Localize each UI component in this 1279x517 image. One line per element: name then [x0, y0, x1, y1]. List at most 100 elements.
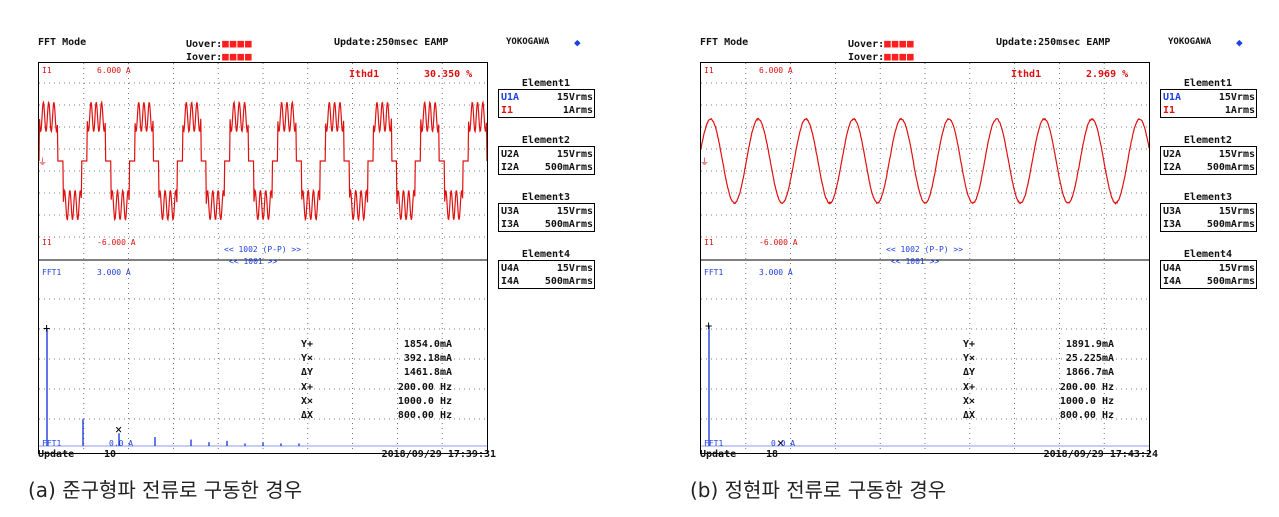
cursor-value: 800.00 Hz: [392, 409, 452, 423]
timestamp: 2018/09/29 17:39:31: [382, 449, 496, 460]
element-group: Element2 U2A 15Vrms I2A 500mArms: [1160, 135, 1256, 192]
cursor-plus-marker: +: [43, 321, 50, 335]
current-channel: I4A: [501, 275, 519, 288]
fft-bottom-label: FFT1: [704, 439, 723, 448]
thd-value: 2.969 %: [1086, 69, 1128, 80]
cursor-name: ΔY: [301, 366, 313, 380]
top-scale: 6.000 A: [759, 66, 793, 75]
thd-value: 30.350 %: [424, 69, 472, 80]
cursor-names: Y+ Y× ΔY X+ X× ΔX: [963, 338, 975, 423]
voltage-range: 15Vrms: [1219, 205, 1255, 218]
cursor-names: Y+ Y× ΔY X+ X× ΔX: [301, 338, 313, 423]
scope-display: + × ⏚ I1 6.000 A Ithd1 30.350 % I1 -6.000 …: [38, 62, 488, 454]
voltage-range: 15Vrms: [1219, 91, 1255, 104]
voltage-channel: U4A: [501, 262, 519, 275]
brand-label: YOKOGAWA: [1168, 37, 1211, 47]
cursor-value: 200.00 Hz: [392, 381, 452, 395]
cursor-value: 392.18mA: [392, 352, 452, 366]
voltage-channel: U1A: [501, 91, 519, 104]
cursor-name: Y×: [301, 352, 313, 366]
fft-scale: 3.000 A: [759, 268, 793, 277]
channel-label-bottom: I1: [704, 238, 714, 247]
voltage-range: 15Vrms: [1219, 148, 1255, 161]
fft-bottom-label: FFT1: [42, 439, 61, 448]
current-channel: I4A: [1163, 275, 1181, 288]
zoom-indicator-2: << 1001 >>: [229, 257, 277, 266]
current-range: 1Arms: [1225, 104, 1255, 117]
element-group: Element4 U4A 15Vrms I4A 500mArms: [498, 249, 594, 306]
panel-sine: FFT Mode Uover:■■■■ Iover:■■■■ Update:25…: [690, 0, 1279, 517]
voltage-range: 15Vrms: [557, 91, 593, 104]
cursor-value: 200.00 Hz: [1054, 381, 1114, 395]
fft-label: FFT1: [704, 268, 723, 277]
current-waveform: [701, 118, 1149, 203]
element-group: Element3 U3A 15Vrms I3A 500mArms: [1160, 192, 1256, 249]
current-waveform: [39, 102, 487, 220]
element-group: Element1 U1A 15Vrms I1 1Arms: [1160, 78, 1256, 135]
element-group: Element3 U3A 15Vrms I3A 500mArms: [498, 192, 594, 249]
element-range-box: U4A 15Vrms I4A 500mArms: [1160, 260, 1257, 289]
update-rate: Update:250msec EAMP: [996, 37, 1110, 48]
voltage-channel: U4A: [1163, 262, 1181, 275]
current-range: 1Arms: [563, 104, 593, 117]
bottom-bar: Update 18 2018/09/29 17:43:24: [700, 448, 1160, 464]
voltage-channel: U1A: [1163, 91, 1181, 104]
cursor-plus-marker: +: [705, 319, 712, 333]
voltage-channel: U2A: [1163, 148, 1181, 161]
uover-indicator: Uover:■■■■: [848, 37, 915, 50]
element-range-box: U4A 15Vrms I4A 500mArms: [498, 260, 595, 289]
current-range: 500mArms: [1207, 275, 1255, 288]
scope-display: + × ⏚ I1 6.000 A Ithd1 2.969 % I1 -6.000 A…: [700, 62, 1150, 454]
cursor-name: X+: [301, 381, 313, 395]
current-range: 500mArms: [545, 275, 593, 288]
element-range-box: U1A 15Vrms I1 1Arms: [1160, 89, 1257, 118]
cursor-values: 1854.0mA 392.18mA 1461.8mA 200.00 Hz 1000.0 …: [392, 338, 452, 423]
current-range: 500mArms: [1207, 161, 1255, 174]
element-title: Element3: [498, 192, 594, 203]
top-scale: 6.000 A: [97, 66, 131, 75]
cursor-x-marker: ×: [115, 423, 122, 437]
cursor-value: 1000.0 Hz: [1054, 395, 1114, 409]
bottom-scale: -6.000 A: [759, 238, 798, 247]
status-bar: FFT Mode Uover:■■■■ Iover:■■■■ Update:25…: [28, 36, 628, 64]
fft-zero: 0.0 A: [109, 439, 133, 448]
cursor-name: ΔX: [301, 409, 313, 423]
voltage-range: 15Vrms: [557, 205, 593, 218]
element-title: Element3: [1160, 192, 1256, 203]
element-title: Element2: [1160, 135, 1256, 146]
figure-caption: (a) 준구형파 전류로 구동한 경우: [28, 474, 302, 503]
figure-caption: (b) 정현파 전류로 구동한 경우: [690, 474, 946, 503]
brand-label: YOKOGAWA: [506, 37, 549, 47]
thd-label: Ithd1: [349, 69, 379, 80]
cursor-name: X+: [963, 381, 975, 395]
current-channel: I2A: [1163, 161, 1181, 174]
cursor-name: ΔY: [963, 366, 975, 380]
ground-marker: ⏚: [701, 157, 709, 168]
current-range: 500mArms: [1207, 218, 1255, 231]
cursor-name: Y×: [963, 352, 975, 366]
cursor-value: 1891.9mA: [1054, 338, 1114, 352]
zoom-indicator-1: << 1002 (P-P) >>: [886, 245, 963, 254]
cursor-name: Y+: [963, 338, 975, 352]
element-title: Element2: [498, 135, 594, 146]
element-group: Element4 U4A 15Vrms I4A 500mArms: [1160, 249, 1256, 306]
cursor-name: Y+: [301, 338, 313, 352]
element-list: Element1 U1A 15Vrms I1 1Arms Element2 U2A 15Vrm…: [498, 78, 594, 306]
update-rate: Update:250msec EAMP: [334, 37, 448, 48]
current-channel: I1: [501, 104, 513, 117]
update-label: Update: [38, 449, 74, 460]
bottom-bar: Update 10 2018/09/29 17:39:31: [38, 448, 498, 464]
voltage-channel: U3A: [1163, 205, 1181, 218]
current-channel: I3A: [1163, 218, 1181, 231]
element-range-box: U1A 15Vrms I1 1Arms: [498, 89, 595, 118]
update-label: Update: [700, 449, 736, 460]
bottom-scale: -6.000 A: [97, 238, 136, 247]
current-channel: I1: [1163, 104, 1175, 117]
current-range: 500mArms: [545, 161, 593, 174]
mode-label: FFT Mode: [38, 37, 86, 48]
update-count: 10: [104, 449, 116, 460]
cursor-name: X×: [301, 395, 313, 409]
cursor-value: 25.225mA: [1054, 352, 1114, 366]
voltage-channel: U2A: [501, 148, 519, 161]
cursor-name: ΔX: [963, 409, 975, 423]
